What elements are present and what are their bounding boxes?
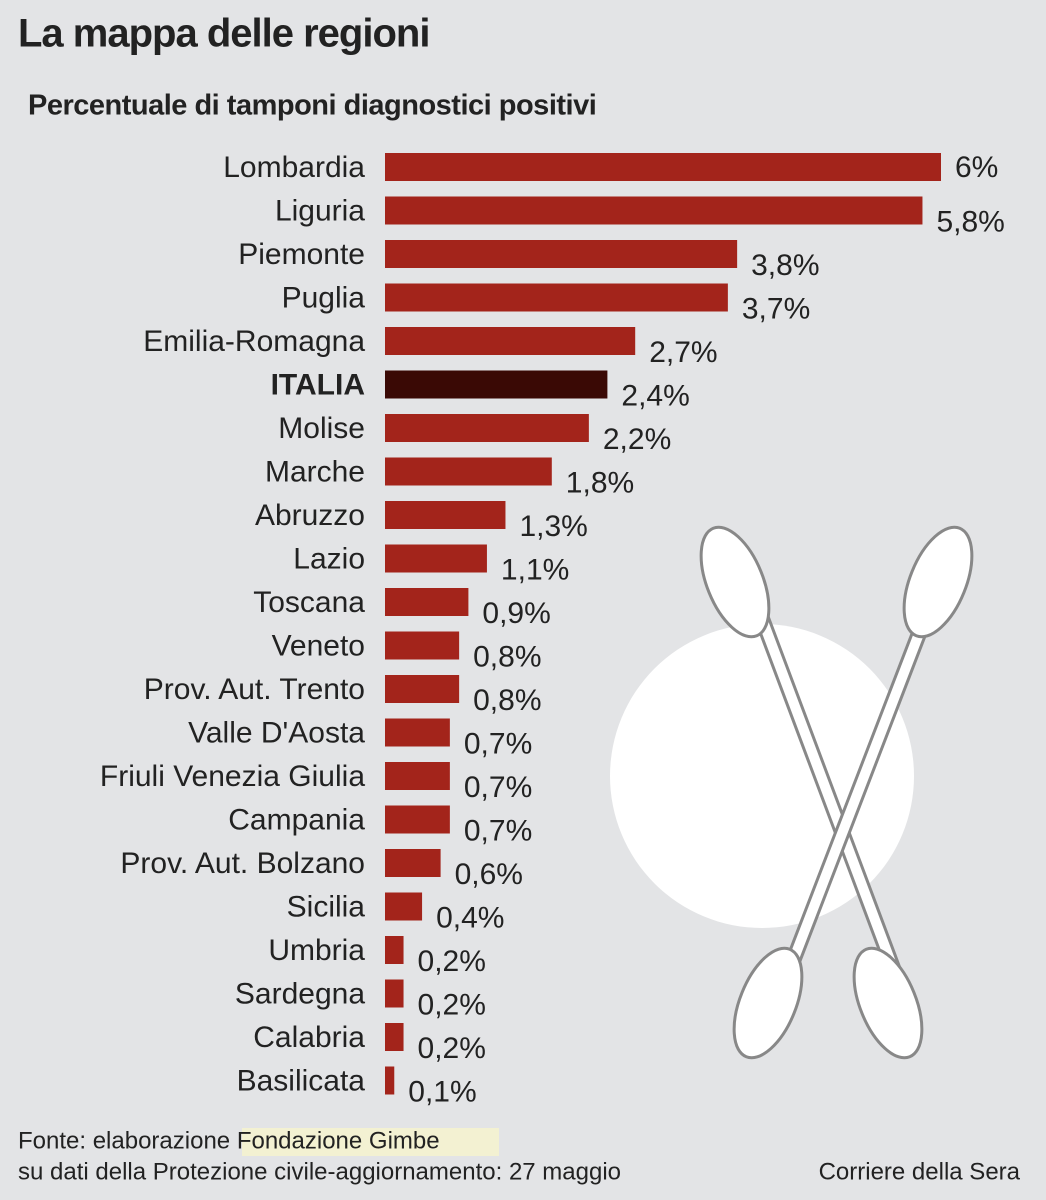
source: su dati della Protezione civile-aggiorna…: [18, 1158, 621, 1185]
bar: [385, 762, 450, 790]
chart-subtitle: Percentuale di tamponi diagnostici posit…: [28, 90, 596, 122]
bar: [385, 936, 404, 964]
bar: [385, 1023, 404, 1051]
value-label: 0,2%: [418, 1032, 486, 1065]
category-label: Umbria: [268, 934, 365, 967]
bar: [385, 718, 450, 747]
category-label: Lazio: [293, 542, 365, 575]
credit: Corriere della Sera: [819, 1158, 1021, 1185]
value-label: 2,7%: [649, 336, 717, 369]
value-label: 0,9%: [482, 597, 550, 630]
value-label: 0,2%: [418, 988, 486, 1021]
category-label: ITALIA: [271, 368, 365, 401]
category-label: Puglia: [282, 281, 366, 314]
category-label: Lombardia: [223, 151, 365, 184]
category-label: Valle D'Aosta: [188, 716, 365, 749]
bar: [385, 196, 923, 225]
category-label: Abruzzo: [255, 499, 365, 532]
source: Fonte: elaborazione Fondazione Gimbe: [18, 1127, 440, 1154]
value-label: 0,4%: [436, 901, 504, 934]
category-label: Sardegna: [235, 977, 365, 1010]
category-label: Prov. Aut. Bolzano: [120, 847, 365, 880]
value-label: 0,8%: [473, 684, 541, 717]
swab-icon: [699, 525, 974, 1060]
category-label: Emilia-Romagna: [143, 325, 365, 358]
bar: [385, 588, 469, 616]
value-label: 0,7%: [464, 814, 532, 847]
bar: [385, 805, 450, 834]
bar: [385, 892, 423, 921]
bar: [385, 1066, 395, 1095]
value-label: 1,3%: [519, 510, 587, 543]
chart-title: La mappa delle regioni: [18, 12, 429, 56]
value-label: 3,8%: [751, 249, 819, 282]
bar: [385, 327, 636, 355]
bar: [385, 979, 404, 1008]
value-label: 6%: [955, 151, 998, 184]
bar: [385, 457, 552, 486]
value-label: 1,1%: [501, 553, 569, 586]
value-label: 2,4%: [621, 379, 689, 412]
bar: [385, 501, 506, 529]
category-label: Piemonte: [238, 238, 365, 271]
category-label: Marche: [265, 455, 365, 488]
category-label: Calabria: [253, 1021, 365, 1054]
value-label: 0,7%: [464, 771, 532, 804]
category-label: Sicilia: [287, 890, 366, 923]
bar: [385, 631, 460, 660]
category-label: Campania: [228, 803, 365, 836]
value-label: 3,7%: [742, 292, 810, 325]
bar: [385, 370, 608, 399]
bar: [385, 414, 589, 442]
category-label: Veneto: [272, 629, 365, 662]
category-label: Prov. Aut. Trento: [144, 673, 365, 706]
value-label: 0,2%: [418, 945, 486, 978]
category-label: Basilicata: [237, 1064, 366, 1097]
value-label: 5,8%: [936, 205, 1004, 238]
value-label: 0,6%: [455, 858, 523, 891]
bar: [385, 849, 441, 877]
category-label: Molise: [278, 412, 365, 445]
value-label: 0,8%: [473, 640, 541, 673]
value-label: 2,2%: [603, 423, 671, 456]
bar: [385, 283, 728, 312]
bar: [385, 240, 738, 268]
category-label: Friuli Venezia Giulia: [100, 760, 365, 793]
source-highlight: [242, 1128, 499, 1156]
category-label: Liguria: [275, 194, 365, 227]
value-label: 0,7%: [464, 727, 532, 760]
bar: [385, 544, 487, 573]
category-label: Toscana: [253, 586, 365, 619]
value-label: 0,1%: [408, 1075, 476, 1108]
bar: [385, 153, 941, 181]
value-label: 1,8%: [566, 466, 634, 499]
bar: [385, 675, 460, 703]
